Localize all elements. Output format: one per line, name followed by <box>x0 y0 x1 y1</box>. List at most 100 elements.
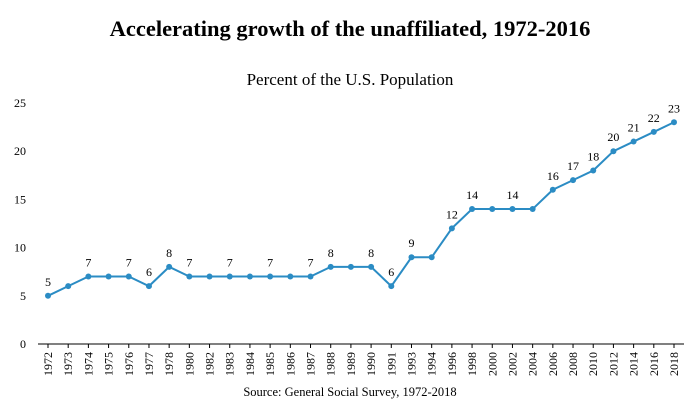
data-point <box>671 119 677 126</box>
data-label: 9 <box>408 236 414 250</box>
x-tick-label: 2012 <box>606 352 620 376</box>
data-point <box>448 225 455 232</box>
data-point <box>570 177 577 184</box>
data-label: 7 <box>126 256 132 270</box>
data-label: 8 <box>166 246 172 260</box>
data-label: 7 <box>267 256 273 270</box>
x-tick-label: 1975 <box>102 352 116 376</box>
data-label: 6 <box>388 265 394 279</box>
y-tick-label: 20 <box>14 144 26 158</box>
data-point <box>166 263 173 270</box>
data-label: 14 <box>506 188 518 202</box>
data-point <box>267 273 274 280</box>
series-line <box>47 121 675 297</box>
x-tick-label: 1985 <box>263 352 277 376</box>
x-tick-label: 1993 <box>404 352 418 376</box>
data-label: 7 <box>227 256 233 270</box>
data-point <box>630 138 637 145</box>
data-point <box>65 283 72 290</box>
data-label: 7 <box>308 256 314 270</box>
x-tick-label: 1991 <box>384 352 398 376</box>
data-label: 7 <box>85 256 91 270</box>
x-tick-label: 1972 <box>41 352 55 376</box>
data-point <box>206 273 213 280</box>
x-tick-label: 1982 <box>203 352 217 376</box>
data-label: 5 <box>45 275 51 289</box>
y-axis-ticks: 0 5 10 15 20 25 <box>14 96 26 351</box>
data-label: 18 <box>587 149 599 163</box>
data-label: 8 <box>368 246 374 260</box>
chart-source-note: Source: General Social Survey, 1972-2018 <box>243 385 457 399</box>
data-label: 16 <box>547 169 559 183</box>
x-tick-label: 2000 <box>485 352 499 376</box>
data-point <box>368 263 375 270</box>
data-point <box>327 263 334 270</box>
data-label: 23 <box>668 101 680 115</box>
data-point <box>45 292 51 299</box>
data-point <box>226 273 233 280</box>
series-line-group <box>45 119 677 299</box>
x-tick-label: 1978 <box>162 352 176 376</box>
data-point <box>428 254 435 261</box>
data-label: 20 <box>607 130 619 144</box>
y-tick-label: 5 <box>20 289 26 303</box>
data-label: 17 <box>567 159 579 173</box>
chart-title: Accelerating growth of the unaffiliated,… <box>109 16 591 41</box>
data-point <box>85 273 92 280</box>
data-point <box>529 206 536 213</box>
x-tick-label: 1988 <box>324 352 338 376</box>
data-point <box>186 273 193 280</box>
x-tick-label: 1996 <box>445 352 459 376</box>
data-point <box>307 273 314 280</box>
y-tick-label: 25 <box>14 96 26 110</box>
y-tick-label: 15 <box>14 192 26 206</box>
data-point <box>347 263 354 270</box>
data-label: 21 <box>628 121 640 135</box>
x-axis: 1972 1973 1974 1975 1976 1977 1978 1980 1982 1983… <box>38 343 684 376</box>
x-tick-label: 1974 <box>81 352 95 376</box>
data-point <box>246 273 253 280</box>
data-point <box>469 206 476 213</box>
x-tick-label: 1976 <box>122 352 136 376</box>
data-point <box>489 206 496 213</box>
data-label: 14 <box>466 188 478 202</box>
data-point <box>549 186 556 193</box>
x-tick-label: 1998 <box>465 352 479 376</box>
data-point <box>590 167 597 174</box>
x-tick-label: 1989 <box>344 352 358 376</box>
chart-subtitle: Percent of the U.S. Population <box>246 70 454 89</box>
data-point <box>650 128 657 135</box>
x-tick-label: 2014 <box>627 352 641 376</box>
x-tick-label: 1980 <box>182 352 196 376</box>
x-tick-label: 2008 <box>566 352 580 376</box>
x-tick-label: 2018 <box>667 352 681 376</box>
data-point <box>408 254 415 261</box>
data-point <box>145 283 152 290</box>
x-tick-label: 1977 <box>142 352 156 376</box>
data-label: 7 <box>186 256 192 270</box>
data-label: 22 <box>648 111 660 125</box>
x-tick-label: 1983 <box>223 352 237 376</box>
x-tick-label: 2004 <box>526 352 540 376</box>
data-point <box>125 273 132 280</box>
data-point <box>287 273 294 280</box>
data-point <box>610 148 617 155</box>
data-label: 12 <box>446 207 458 221</box>
x-tick-label: 1973 <box>61 352 75 376</box>
data-point <box>388 283 395 290</box>
x-tick-label: 2016 <box>647 352 661 376</box>
data-label: 6 <box>146 265 152 279</box>
x-tick-label: 1987 <box>304 352 318 376</box>
data-point <box>509 206 516 213</box>
x-tick-label: 1994 <box>425 352 439 376</box>
x-tick-label: 2010 <box>586 352 600 376</box>
x-tick-label: 2002 <box>505 352 519 376</box>
x-tick-label: 1984 <box>243 352 257 376</box>
x-tick-label: 2006 <box>546 352 560 376</box>
x-tick-label: 1990 <box>364 352 378 376</box>
data-point <box>105 273 112 280</box>
x-tick-label: 1986 <box>283 352 297 376</box>
y-tick-label: 10 <box>14 241 26 255</box>
